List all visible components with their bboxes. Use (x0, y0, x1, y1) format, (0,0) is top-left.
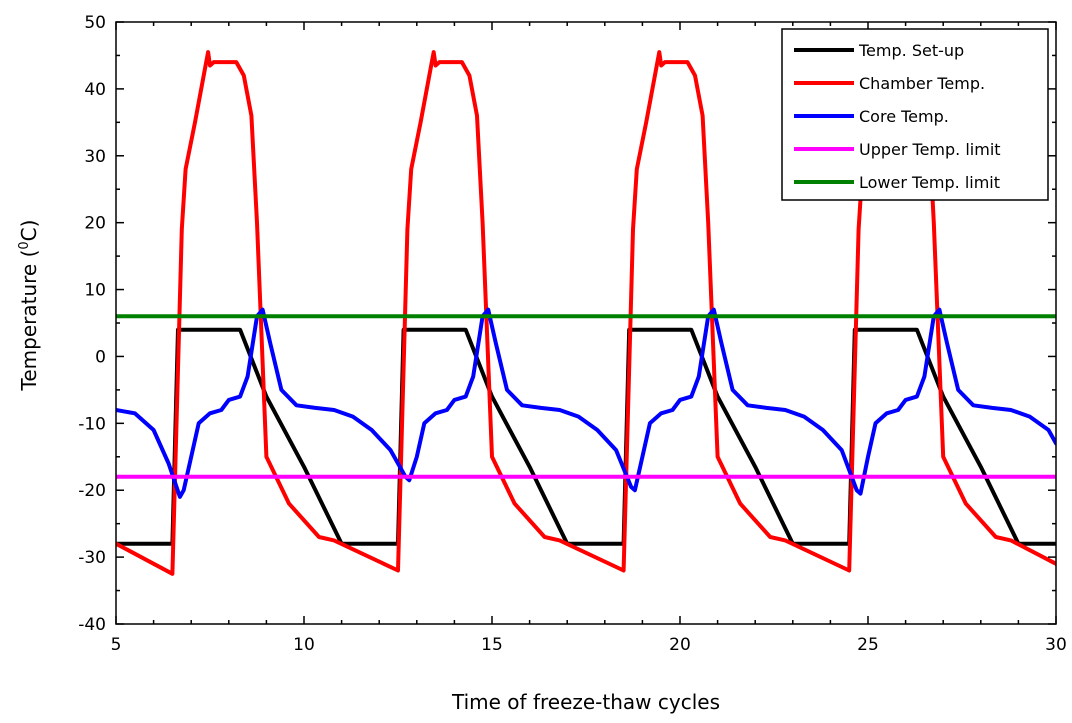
axis-layer: 5 10 15 20 25 30 -40 -30 -20 -10 0 10 20 30 40 50 (78, 13, 1067, 655)
legend-label-4: Upper Temp. limit (859, 140, 1001, 159)
x-tick-label: 20 (669, 635, 691, 655)
legend-label-3: Core Temp. (859, 107, 949, 126)
y-tick-label: -40 (78, 615, 106, 635)
y-tick-label: -10 (78, 414, 106, 434)
x-tick-label: 15 (481, 635, 503, 655)
x-tick-label: 25 (857, 635, 879, 655)
y-tick-label: -30 (78, 548, 106, 568)
y-axis-title-end: C) (17, 220, 41, 242)
x-tick-label: 5 (111, 635, 122, 655)
y-tick-label: 30 (84, 147, 106, 167)
y-tick-label: 0 (95, 347, 106, 367)
y-tick-label: -20 (78, 481, 106, 501)
y-axis-title-superscript: 0 (17, 241, 32, 249)
x-tick-label: 10 (293, 635, 315, 655)
legend: Temp. Set-up Chamber Temp. Core Temp. Upper… (781, 28, 1049, 201)
y-tick-label: 10 (84, 281, 106, 301)
y-axis-title: Temperature (0C) (17, 220, 41, 392)
y-tick-label: 20 (84, 214, 106, 234)
series-line-3 (116, 307, 1056, 499)
legend-label-1: Temp. Set-up (858, 41, 964, 60)
legend-label-5: Lower Temp. limit (859, 173, 1000, 192)
y-tick-label: 50 (84, 13, 106, 33)
legend-label-2: Chamber Temp. (859, 74, 985, 93)
y-axis-title-main: Temperature ( (17, 250, 41, 392)
y-tick-label: 40 (84, 80, 106, 100)
x-axis-title: Time of freeze-thaw cycles (451, 690, 720, 714)
series-line-1 (116, 327, 1056, 546)
x-tick-label: 30 (1045, 635, 1067, 655)
